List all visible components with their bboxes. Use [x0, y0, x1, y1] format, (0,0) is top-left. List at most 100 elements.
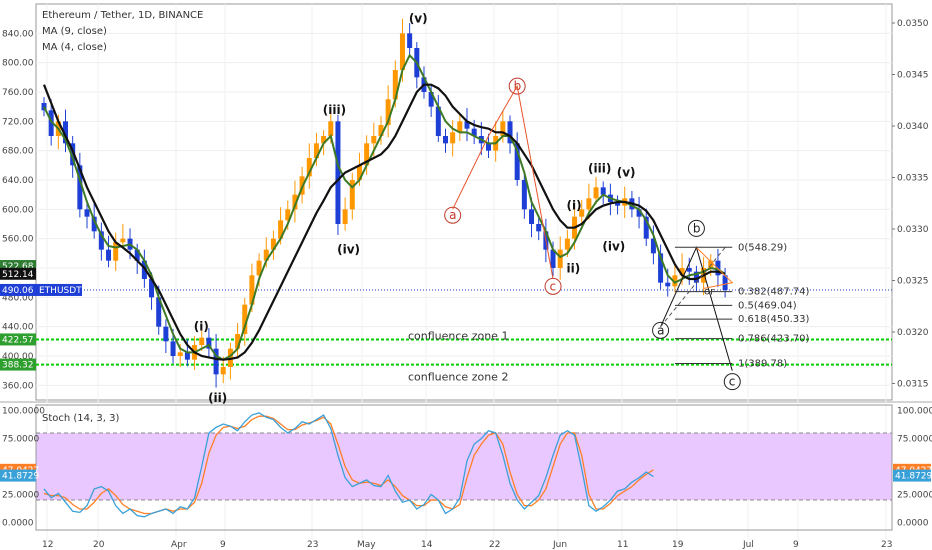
btc-tick-label: 0.0325	[897, 277, 929, 287]
stoch-tick-left: 25.0000	[2, 490, 39, 500]
candle-body	[686, 268, 692, 272]
price-tick-label: 720.00	[2, 117, 34, 127]
candle-body	[63, 121, 69, 144]
candle-body	[220, 367, 226, 375]
stoch-tag-label: 41.8729	[2, 472, 39, 482]
candle-body	[149, 279, 155, 298]
candle-body	[321, 136, 327, 144]
fib-label: 0.5(469.04)	[738, 300, 797, 311]
candle-body	[521, 180, 527, 210]
candle-body	[134, 249, 140, 261]
candle-body	[586, 198, 592, 210]
candle-body	[593, 187, 599, 199]
candle-body	[177, 352, 183, 356]
price-tag	[0, 283, 36, 296]
price-tag-label: 490.06	[2, 286, 34, 296]
stoch-tag-right	[893, 469, 931, 482]
candle-body	[636, 209, 642, 217]
candle-body	[371, 136, 377, 144]
candle-body	[385, 99, 391, 125]
price-tag-label: 512.14	[2, 270, 34, 280]
fib-label: 1(389.78)	[738, 358, 787, 369]
btc-tick-label: 0.0345	[897, 71, 929, 81]
candle-body	[292, 194, 298, 210]
candle-body	[91, 216, 97, 232]
candle-body	[399, 33, 405, 70]
candle-body	[672, 275, 678, 287]
time-tick-label: Apr	[171, 540, 187, 550]
candle-body	[335, 121, 341, 224]
price-tick-label: 760.00	[2, 88, 34, 98]
fib-label: 0.382(487.74)	[738, 287, 810, 298]
candle-body	[579, 209, 585, 217]
candle-body	[557, 249, 563, 268]
candle-body	[235, 334, 241, 349]
symbol-tag-label: ETHUSDT	[39, 286, 82, 296]
fib-label: 0(548.29)	[738, 242, 787, 253]
stoch-tick-right: 75.0000	[897, 435, 932, 445]
time-tick-label: 11	[617, 540, 628, 550]
candle-body	[464, 121, 470, 129]
fib-label: 0.618(450.33)	[738, 314, 810, 325]
candlesticks	[41, 18, 728, 388]
candle-body	[98, 231, 104, 250]
wave-label: c	[550, 279, 557, 293]
wave-label: (iii)	[588, 162, 611, 176]
chart-title: Ethereum / Tether, 1D, BINANCE	[42, 10, 203, 21]
time-tick-label: 9	[220, 540, 226, 550]
stoch-tick-left: 0.0000	[2, 518, 34, 528]
price-tick-label: 800.00	[2, 59, 34, 69]
wave-label: a	[449, 208, 456, 222]
wave-circle	[723, 373, 741, 391]
price-tick-label: 640.00	[2, 176, 34, 186]
time-tick-label: 19	[672, 540, 684, 550]
stoch-tick-left: 75.0000	[2, 435, 39, 445]
candle-body	[84, 209, 90, 217]
axes: 360.00400.00440.00480.00520.00560.00600.…	[0, 19, 929, 550]
time-tick-label: 22	[489, 540, 500, 550]
projection-line	[660, 247, 726, 327]
candle-body	[514, 143, 520, 180]
stochastic-pane: 100.0000 75.0000 25.0000 0.0000 100.0000 75.0…	[0, 404, 932, 531]
candle-body	[242, 304, 248, 334]
price-tag	[0, 267, 36, 280]
candle-body	[328, 121, 334, 136]
stoch-tick-right: 100.0000	[897, 407, 932, 417]
candle-body	[615, 202, 621, 206]
btc-tick-label: 0.0315	[897, 380, 929, 390]
candle-body	[529, 209, 535, 224]
wave-label: (ii)	[208, 391, 227, 405]
candle-body	[693, 271, 699, 283]
wave-circle	[652, 321, 670, 339]
wave-label: (iii)	[323, 103, 346, 117]
candle-body	[278, 220, 284, 239]
wave-circle	[444, 206, 462, 224]
candle-body	[442, 136, 448, 144]
candle-body	[249, 275, 255, 305]
wave-circle	[687, 219, 705, 237]
candle-body	[256, 260, 262, 276]
btc-tick-label: 0.0350	[897, 19, 929, 29]
wave-label: (v)	[617, 165, 636, 179]
wave-label: b	[693, 221, 701, 235]
stoch-legend: Stoch (14, 3, 3)	[42, 413, 119, 424]
candle-body	[270, 238, 276, 250]
confluence-label: confluence zone 2	[408, 371, 508, 384]
btc-tick-label: 0.0340	[897, 122, 929, 132]
wave-label: c	[729, 375, 736, 389]
candle-body	[364, 143, 370, 166]
candle-body	[263, 249, 269, 261]
stoch-tick-left: 100.0000	[2, 407, 45, 417]
candle-body	[213, 348, 219, 375]
price-tick-label: 560.00	[2, 235, 34, 245]
ma9-legend: MA (9, close)	[42, 26, 107, 37]
ma9-line	[42, 83, 726, 361]
time-tick-label: 14	[421, 540, 433, 550]
wave-label: (iv)	[602, 239, 625, 253]
candle-body	[450, 132, 456, 144]
candle-body	[306, 158, 312, 177]
candle-body	[536, 224, 542, 232]
wave-label: (v)	[409, 11, 428, 25]
btc-tick-label: 0.0320	[897, 328, 929, 338]
